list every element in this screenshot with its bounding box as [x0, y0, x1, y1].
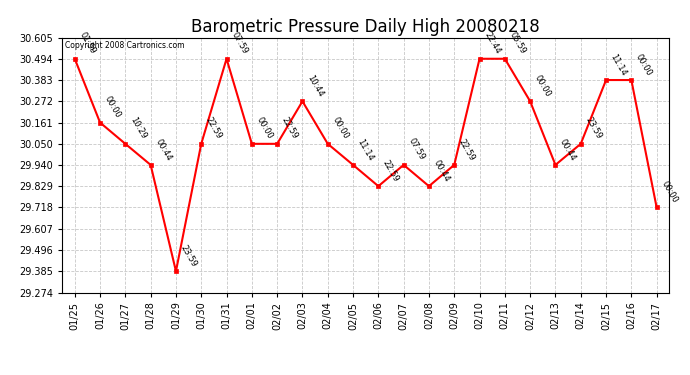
- Text: 00:00: 00:00: [331, 116, 351, 141]
- Text: 10:44: 10:44: [305, 74, 325, 99]
- Text: 01:59: 01:59: [77, 31, 97, 56]
- Text: 22:59: 22:59: [204, 116, 224, 141]
- Text: 07:59: 07:59: [406, 137, 426, 162]
- Text: 00:00: 00:00: [255, 116, 275, 141]
- Text: Copyright 2008 Cartronics.com: Copyright 2008 Cartronics.com: [65, 41, 185, 50]
- Text: 10:29: 10:29: [128, 116, 148, 141]
- Text: 00:00: 00:00: [634, 52, 654, 77]
- Text: 22:59: 22:59: [457, 137, 477, 162]
- Text: 22:44: 22:44: [482, 31, 502, 56]
- Text: 11:14: 11:14: [356, 137, 375, 162]
- Text: 00:44: 00:44: [432, 158, 451, 183]
- Text: 23:59: 23:59: [179, 243, 199, 268]
- Text: 23:59: 23:59: [584, 116, 603, 141]
- Text: 22:59: 22:59: [280, 116, 299, 141]
- Text: 00:00: 00:00: [103, 95, 123, 120]
- Title: Barometric Pressure Daily High 20080218: Barometric Pressure Daily High 20080218: [191, 18, 540, 36]
- Text: 00:44: 00:44: [153, 137, 173, 162]
- Text: 07:59: 07:59: [229, 31, 249, 56]
- Text: 00:44: 00:44: [558, 137, 578, 162]
- Text: 00:00: 00:00: [660, 180, 679, 205]
- Text: 11:14: 11:14: [609, 52, 629, 77]
- Text: 05:59: 05:59: [508, 31, 527, 56]
- Text: 22:59: 22:59: [381, 158, 401, 183]
- Text: 00:00: 00:00: [533, 74, 553, 99]
